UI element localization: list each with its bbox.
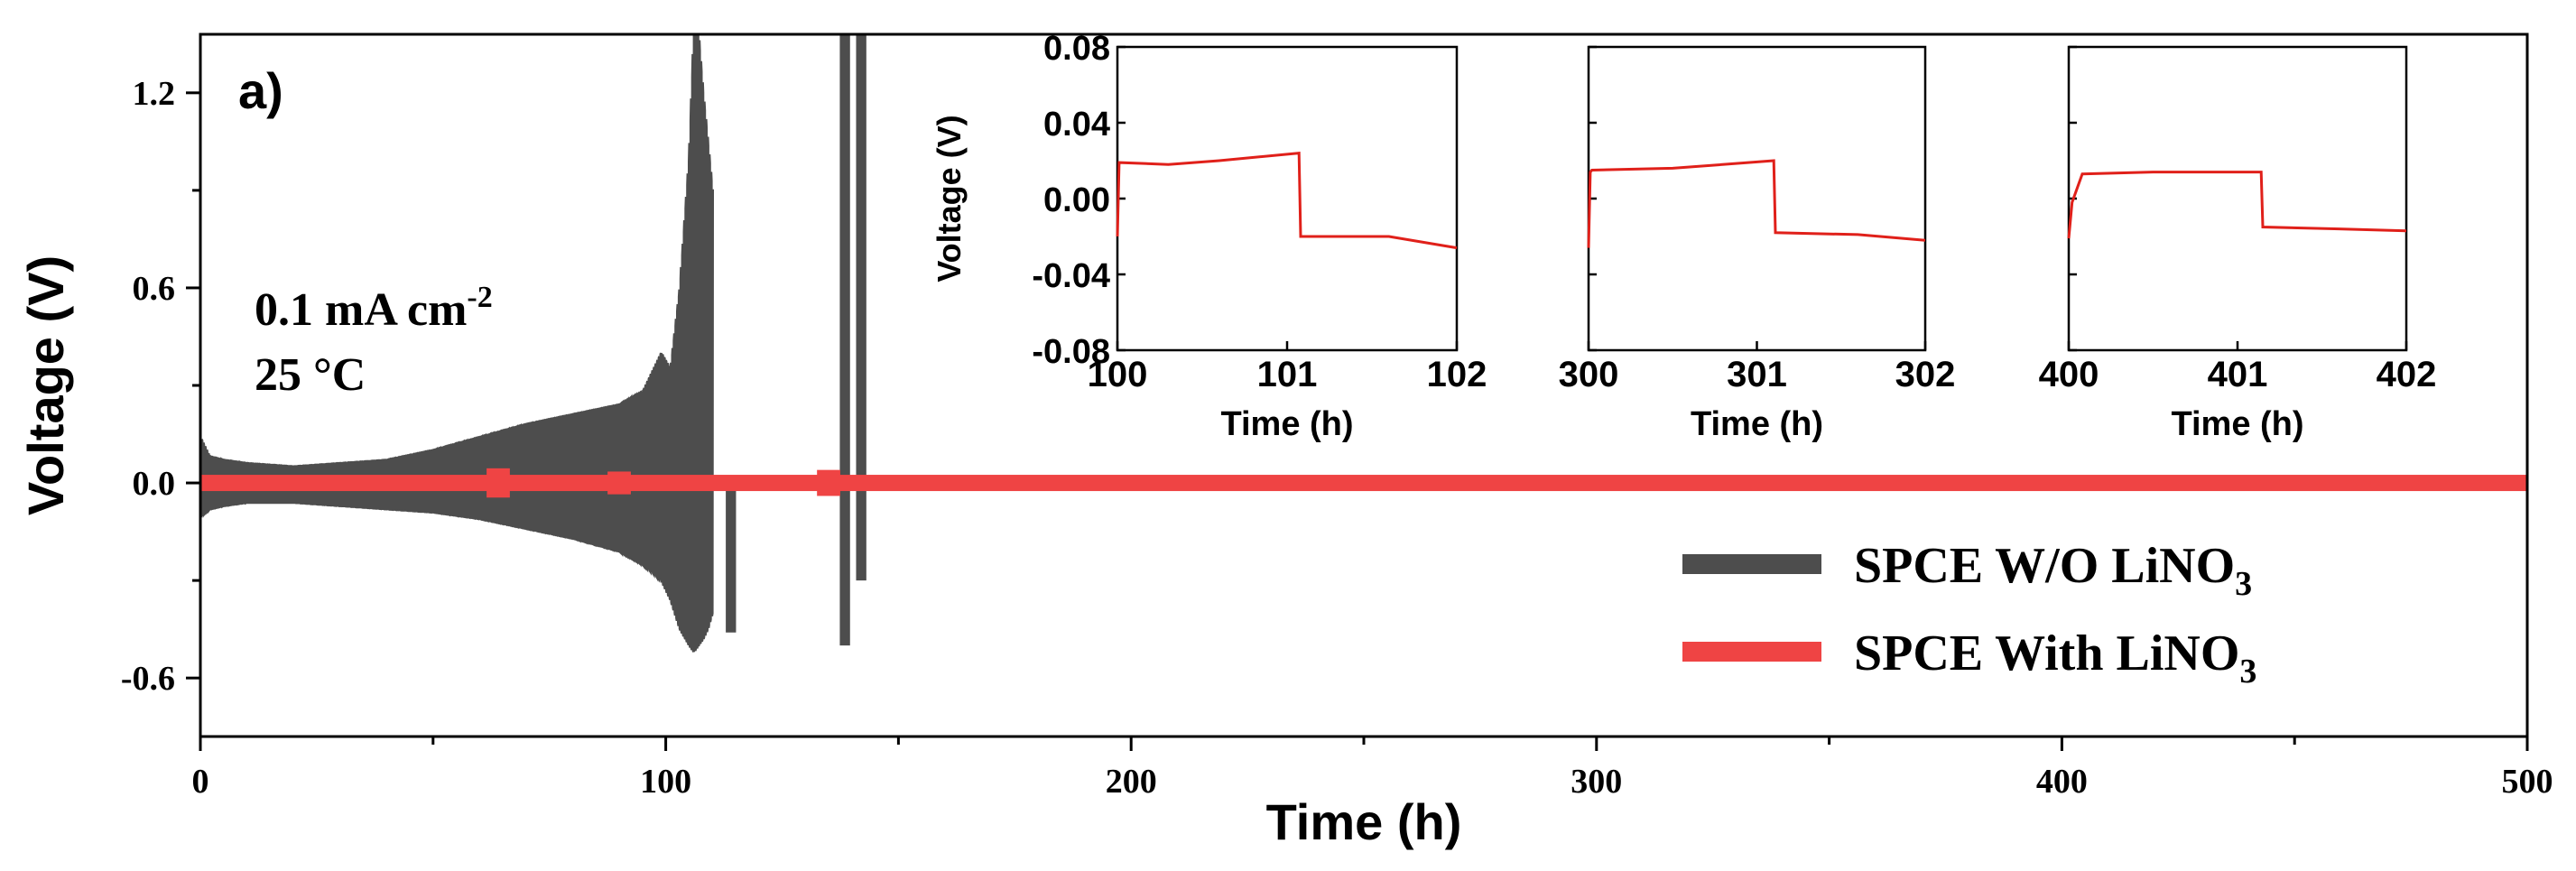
current-density-text: 0.1 mA cm <box>255 284 467 336</box>
x-axis-label: Time (h) <box>1266 793 1462 850</box>
y-tick-label: 1.2 <box>133 75 176 113</box>
series-without-lino3 <box>200 34 866 653</box>
inset-frame <box>2067 45 2408 352</box>
y-tick-label: 0.6 <box>133 270 176 308</box>
panel-label: a) <box>238 62 283 119</box>
legend-label-without-sub: 3 <box>2235 565 2252 603</box>
inset-y-axis-label: Voltage (V) <box>931 115 968 282</box>
x-tick-label: 300 <box>1571 763 1622 801</box>
y-axis-label: Voltage (V) <box>17 255 74 515</box>
inset-y-tick-label: -0.08 <box>1032 333 1110 371</box>
inset-3: 400 401 402 Time (h) <box>2039 45 2437 443</box>
series-without-lino3-spike-1 <box>726 476 737 633</box>
inset-y-tick-label: 0.08 <box>1043 30 1110 68</box>
series-with-lino3 <box>200 468 2527 498</box>
y-tick-label: 0.0 <box>133 465 176 503</box>
inset-series-with-lino3 <box>1587 159 1926 248</box>
x-tick-label: 200 <box>1106 763 1157 801</box>
series-without-lino3-trace <box>200 34 714 653</box>
inset-x-tick-label: 101 <box>1257 355 1318 394</box>
x-tick-label: 100 <box>640 763 691 801</box>
legend-label-with: SPCE With LiNO3 <box>1854 625 2256 690</box>
series-without-lino3-spike-3 <box>856 34 866 581</box>
inset-x-tick-label: 402 <box>2377 355 2437 394</box>
legend-label-without: SPCE W/O LiNO3 <box>1854 538 2252 603</box>
inset-x-axis-label: Time (h) <box>1691 405 1823 443</box>
inset-x-tick-label: 401 <box>2208 355 2268 394</box>
series-with-lino3-band <box>200 475 2527 492</box>
inset-x-tick-label: 300 <box>1559 355 1619 394</box>
series-with-lino3-bump-2 <box>607 471 631 495</box>
inset-frame <box>1587 45 1927 352</box>
legend-label-with-sub: 3 <box>2239 653 2256 690</box>
y-tick-label: -0.6 <box>121 660 175 698</box>
inset-x-tick-label: 301 <box>1727 355 1787 394</box>
inset-x-tick-label: 302 <box>1895 355 1956 394</box>
inset-x-tick-label: 400 <box>2039 355 2099 394</box>
series-with-lino3-bump-3 <box>817 469 840 496</box>
current-density-annotation: 0.1 mA cm-2 <box>255 281 493 336</box>
inset-x-tick-label: 102 <box>1427 355 1487 394</box>
inset-y-tick-label: 0.00 <box>1043 181 1110 219</box>
x-tick-label: 0 <box>192 763 209 801</box>
temperature-annotation: 25 °C <box>255 349 366 401</box>
series-without-lino3-spike-2 <box>839 34 850 646</box>
legend: SPCE W/O LiNO3 SPCE With LiNO3 <box>1682 538 2256 690</box>
inset-y-tick-label: -0.04 <box>1032 257 1110 295</box>
x-tick-label: 400 <box>2036 763 2088 801</box>
x-tick-label: 500 <box>2502 763 2553 801</box>
series-with-lino3-bump-1 <box>486 468 510 498</box>
inset-2: 300 301 302 Time (h) <box>1559 45 1956 443</box>
inset-y-tick-label: 0.04 <box>1043 106 1110 144</box>
inset-x-axis-label: Time (h) <box>2171 405 2303 443</box>
legend-label-without-text: SPCE W/O LiNO <box>1854 538 2235 594</box>
inset-1: -0.08 -0.04 0.00 0.04 0.08 100 101 102 Time (h) V… <box>931 30 1487 443</box>
inset-series-with-lino3 <box>1116 151 1458 250</box>
inset-frame <box>1116 45 1459 352</box>
inset-x-tick-label: 100 <box>1088 355 1148 394</box>
current-density-exponent: -2 <box>467 281 492 314</box>
inset-series-with-lino3 <box>2067 171 2407 239</box>
inset-plots: -0.08 -0.04 0.00 0.04 0.08 100 101 102 Time (h) V… <box>931 30 2436 443</box>
inset-x-axis-label: Time (h) <box>1220 405 1353 443</box>
legend-label-with-text: SPCE With LiNO <box>1854 625 2239 681</box>
